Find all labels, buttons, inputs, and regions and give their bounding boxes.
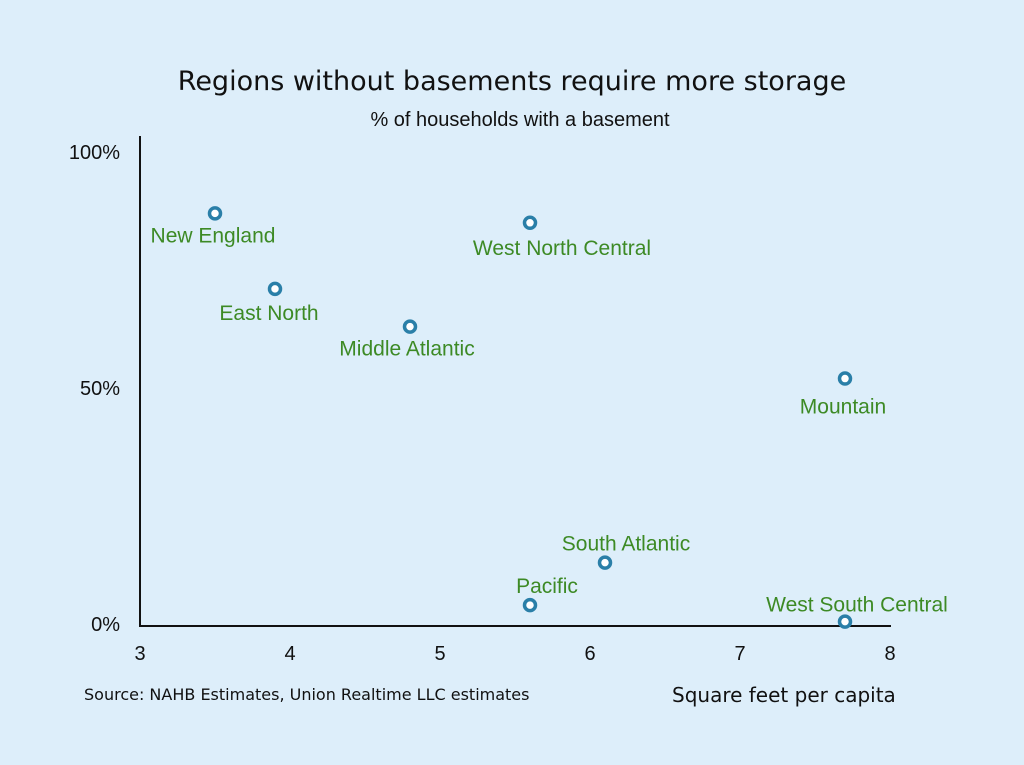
data-point-marker — [402, 319, 418, 334]
x-tick-label: 3 — [134, 643, 145, 665]
data-point-label: East North — [219, 302, 318, 325]
x-tick-label: 8 — [884, 643, 895, 665]
source-note: Source: NAHB Estimates, Union Realtime L… — [84, 685, 529, 704]
data-point-label: New England — [151, 224, 276, 247]
data-point-label: South Atlantic — [562, 533, 690, 556]
data-point-marker — [522, 215, 538, 231]
data-point-marker — [837, 614, 853, 629]
data-point-marker — [837, 371, 853, 386]
x-tick-label: 6 — [584, 643, 595, 665]
data-point-label: Middle Atlantic — [339, 338, 474, 361]
y-tick-label: 0% — [91, 614, 120, 636]
data-points: New England East North Middle Atlantic West… — [151, 206, 948, 629]
chart-title: Regions without basements require more s… — [178, 66, 846, 97]
x-tick-label: 4 — [284, 643, 295, 665]
data-point-label: Pacific — [516, 575, 578, 598]
y-tick-labels: 0% 50% 100% — [69, 142, 120, 636]
data-point-marker — [522, 597, 538, 613]
data-point-marker — [597, 555, 613, 570]
x-tick-label: 7 — [734, 643, 745, 665]
data-point-label: West South Central — [766, 594, 948, 617]
chart-subtitle: % of households with a basement — [370, 109, 670, 131]
data-point-label: West North Central — [473, 237, 651, 260]
data-point-marker — [267, 281, 283, 297]
y-tick-label: 100% — [69, 142, 120, 164]
x-tick-labels: 3 4 5 6 7 8 — [134, 643, 895, 665]
x-tick-label: 5 — [434, 643, 445, 665]
x-axis-label: Square feet per capita — [672, 683, 896, 707]
y-tick-label: 50% — [80, 378, 120, 400]
data-point-marker — [207, 206, 223, 221]
data-point-label: Mountain — [800, 396, 886, 419]
